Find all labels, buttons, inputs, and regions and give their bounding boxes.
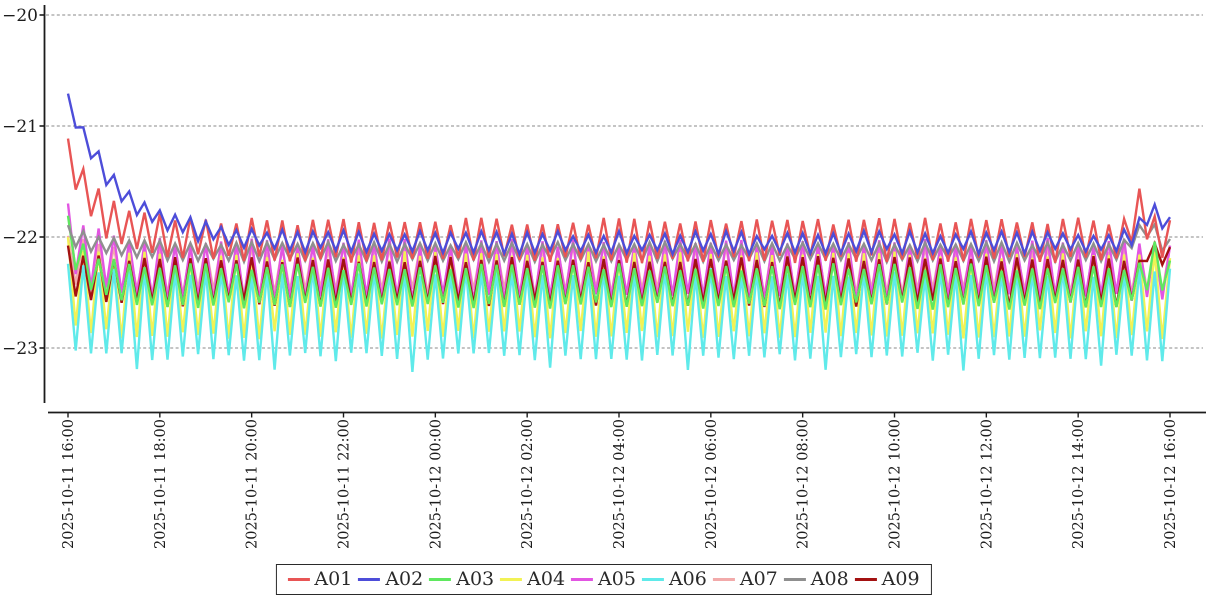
legend-label: A05 [598, 568, 636, 590]
series-line-a02 [66, 93, 1171, 258]
x-tick-label: 2025-10-12 16:00 [1163, 419, 1179, 549]
legend-item-a03: A03 [429, 566, 494, 593]
legend-label: A03 [456, 568, 495, 590]
x-tick-label: 2025-10-12 04:00 [612, 419, 628, 549]
legend-swatch-a02-icon [358, 578, 381, 581]
legend-swatch-a09-icon [854, 578, 877, 581]
legend-item-a06: A06 [641, 566, 707, 593]
x-tick-label: 2025-10-12 10:00 [888, 419, 904, 549]
legend-label: A09 [881, 568, 920, 590]
x-tick-label: 2025-10-12 02:00 [520, 419, 536, 549]
legend-label: A04 [527, 568, 566, 590]
x-tick-label: 2025-10-11 20:00 [245, 419, 261, 549]
legend-item-a02: A02 [358, 566, 423, 593]
y-tick-label: −23 [2, 339, 38, 359]
x-tick-label: 2025-10-12 08:00 [796, 419, 812, 549]
x-tick-label: 2025-10-11 18:00 [153, 419, 169, 549]
legend-swatch-a01-icon [287, 578, 310, 581]
legend-label: A08 [810, 568, 849, 590]
legend-label: A06 [668, 568, 707, 590]
legend-swatch-a08-icon [783, 578, 806, 581]
y-tick-label: −20 [2, 6, 38, 26]
y-tick-label: −21 [2, 117, 38, 137]
series-line-a01 [66, 138, 1172, 264]
legend-item-a04: A04 [500, 566, 565, 593]
legend-label: A07 [739, 568, 778, 590]
legend-item-a09: A09 [854, 566, 920, 593]
legend-swatch-a06-icon [641, 578, 664, 581]
legend-swatch-a07-icon [712, 578, 735, 581]
legend-item-a08: A08 [783, 566, 849, 593]
legend-label: A02 [385, 568, 424, 590]
y-tick-label: −22 [2, 228, 38, 248]
legend-swatch-a05-icon [571, 578, 594, 581]
x-tick-label: 2025-10-12 14:00 [1071, 419, 1087, 549]
legend-swatch-a03-icon [429, 578, 452, 581]
legend: A01 A02 A03 A04 A05 A06 A07 A08 A09 [275, 564, 932, 595]
x-tick-label: 2025-10-12 06:00 [704, 419, 720, 549]
series-line-a08 [66, 221, 1172, 265]
x-tick-label: 2025-10-12 00:00 [428, 419, 444, 549]
x-tick-label: 2025-10-11 22:00 [337, 419, 353, 549]
x-tick-label: 2025-10-11 16:00 [61, 419, 77, 549]
legend-item-a01: A01 [287, 566, 352, 593]
legend-label: A01 [314, 568, 353, 590]
x-tick-label: 2025-10-12 12:00 [979, 419, 995, 549]
legend-item-a07: A07 [712, 566, 778, 593]
legend-swatch-a04-icon [500, 578, 523, 581]
series-line-a03 [66, 215, 1172, 310]
legend-item-a05: A05 [571, 566, 636, 593]
series-line-a09 [66, 240, 1172, 308]
